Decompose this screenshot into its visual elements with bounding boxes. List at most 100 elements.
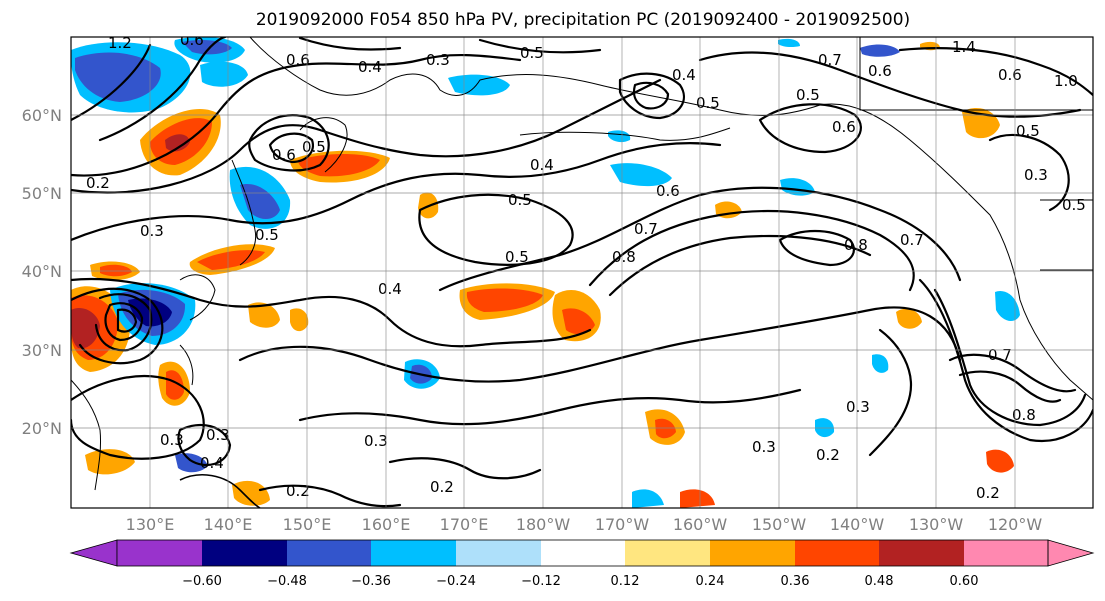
lon-label: 130°E [126, 515, 175, 534]
contour-label: 0.3 [140, 222, 164, 240]
contour-label: 0.6 [272, 146, 296, 164]
precip-positive-area [896, 308, 922, 329]
precip-negative-area [175, 453, 208, 473]
contour-label: 1.0 [1054, 72, 1078, 90]
contour-label: 0.5 [1016, 122, 1040, 140]
map-background [71, 37, 1093, 508]
contour-label: 0.4 [358, 58, 382, 76]
contour-label: 0.2 [86, 174, 110, 192]
contour-label: 0.8 [1012, 406, 1036, 424]
precip-negative-area [860, 44, 900, 57]
colorbar-tick-label: −0.48 [267, 574, 307, 589]
contour-label: 0.3 [752, 438, 776, 456]
contour-label: 0.3 [364, 432, 388, 450]
precip-negative-area [872, 354, 889, 373]
contour-label: 0.2 [816, 446, 840, 464]
precip-positive-area [298, 154, 380, 177]
colorbar-bin [710, 540, 795, 566]
contour-label: 0.2 [976, 484, 1000, 502]
graticule [71, 37, 1093, 508]
contour-label: 0.3 [846, 398, 870, 416]
precip-negative-area [995, 290, 1020, 322]
map-frame [70, 36, 1094, 509]
precip-positive-area [562, 308, 595, 335]
precip-negative-area [632, 489, 664, 508]
precip-negative-area [778, 38, 800, 48]
precip-positive-area [986, 449, 1014, 473]
contour-label: 0.6 [656, 182, 680, 200]
contour-label: 0.6 [998, 66, 1022, 84]
contour-label: 0.4 [200, 454, 224, 472]
lat-label: 30°N [22, 341, 62, 360]
map-panel: 1.2 0.6 0.6 0.4 0.3 0.5 0.7 0.6 1.4 0.6 … [70, 31, 1094, 509]
colorbar-frame [116, 539, 1049, 567]
precip-positive-area [655, 418, 676, 439]
lon-label: 160°W [673, 515, 728, 534]
precip-positive-area [248, 302, 280, 328]
precip-negative-area [182, 40, 232, 55]
contour-label: 0.5 [696, 94, 720, 112]
pv-contours [71, 37, 1093, 508]
contour-label: 0.5 [302, 138, 326, 156]
precip-negative-area [608, 130, 631, 143]
precip-negative-area [200, 61, 248, 87]
map-content: 1.2 0.6 0.6 0.4 0.3 0.5 0.7 0.6 1.4 0.6 … [71, 31, 1093, 508]
precip-negative-area [448, 74, 510, 96]
colorbar-tick-label: 0.60 [950, 574, 979, 589]
lon-label: 170°E [440, 515, 489, 534]
contour-label: 1.2 [108, 34, 132, 52]
contour-label: 0.7 [900, 231, 924, 249]
contour-label: 0.2 [286, 482, 310, 500]
contour-label: 0.3 [206, 426, 230, 444]
contour-labels: 1.2 0.6 0.6 0.4 0.3 0.5 0.7 0.6 1.4 0.6 … [86, 31, 1086, 502]
colorbar-tick-label: −0.12 [521, 574, 561, 589]
colorbar-tick-label: 0.24 [696, 574, 725, 589]
colorbar-bin [625, 540, 710, 566]
figure-title: 2019092000 F054 850 hPa PV, precipitatio… [256, 10, 910, 30]
precip-positive-area [197, 250, 265, 270]
precip-negative-area [610, 163, 672, 187]
colorbar-bin [202, 540, 287, 566]
colorbar-tick-label: 0.48 [865, 574, 894, 589]
colorbar-bin [287, 540, 371, 566]
precip-positive-area [85, 449, 135, 475]
contour-label: 0.5 [1062, 196, 1086, 214]
latitude-labels: 60°N 50°N 40°N 30°N 20°N [22, 106, 62, 438]
colorbar-bin [456, 540, 541, 566]
lon-label: 140°W [830, 515, 885, 534]
contour-label: 0.8 [612, 248, 636, 266]
colorbar-bin [117, 540, 202, 566]
contour-label: 1.4 [952, 38, 976, 56]
precip-positive-area [680, 489, 715, 508]
contour-label: 0.8 [844, 236, 868, 254]
precip-positive-area [466, 288, 543, 312]
lon-label: 150°W [752, 515, 807, 534]
lat-label: 20°N [22, 419, 62, 438]
precip-shading [71, 37, 1020, 508]
lon-label: 170°W [595, 515, 650, 534]
colorbar-tick-label: −0.36 [351, 574, 391, 589]
lon-label: 150°E [283, 515, 332, 534]
contour-label: 0.2 [430, 478, 454, 496]
contour-label: 0.6 [832, 118, 856, 136]
contour-label: 0.7 [988, 346, 1012, 364]
colorbar-tick-label: −0.60 [182, 574, 222, 589]
contour-label: 0.5 [796, 86, 820, 104]
lon-label: 120°W [988, 515, 1043, 534]
colorbar-tick-label: 0.12 [611, 574, 640, 589]
colorbar-tick-label: 0.36 [781, 574, 810, 589]
lat-label: 60°N [22, 106, 62, 125]
lon-label: 160°E [362, 515, 411, 534]
contour-label: 0.6 [180, 31, 204, 49]
precip-positive-area [232, 480, 270, 506]
colorbar-bin [541, 540, 625, 566]
contour-label: 0.6 [286, 51, 310, 69]
contour-label: 0.3 [160, 431, 184, 449]
lon-label: 180°W [516, 515, 571, 534]
colorbar: −0.60 −0.48 −0.36 −0.24 −0.12 0.12 0.24 … [69, 539, 1095, 589]
lat-label: 40°N [22, 262, 62, 281]
contour-label: 0.6 [868, 62, 892, 80]
precip-positive-area [290, 308, 309, 332]
lat-label: 50°N [22, 184, 62, 203]
